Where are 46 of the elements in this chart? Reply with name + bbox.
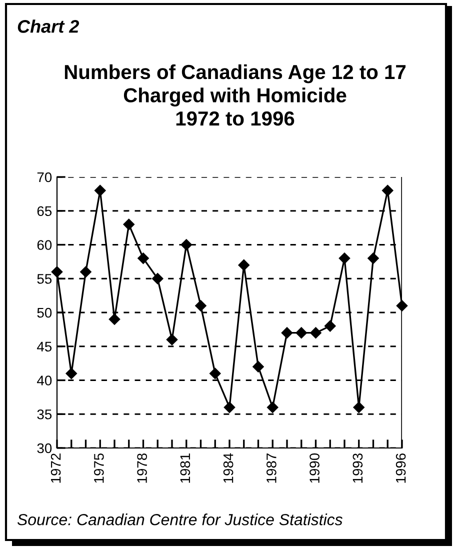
x-tick-label: 1978 bbox=[137, 453, 147, 483]
point bbox=[210, 368, 221, 380]
point bbox=[338, 252, 350, 264]
chart-title: Numbers of Canadians Age 12 to 17 Charged with Homicide 1972 to 1996 bbox=[64, 64, 406, 126]
y-tick-label: 55 bbox=[37, 274, 52, 284]
point bbox=[238, 259, 250, 271]
point bbox=[195, 300, 206, 312]
point bbox=[382, 184, 394, 196]
point bbox=[138, 252, 149, 264]
chart-subtitle: Chart 2 bbox=[18, 20, 80, 33]
y-tick-label: 70 bbox=[37, 172, 52, 182]
point bbox=[152, 273, 164, 284]
point bbox=[324, 320, 336, 332]
point bbox=[51, 266, 63, 278]
point bbox=[108, 314, 120, 325]
point bbox=[396, 300, 408, 312]
x-tick-label: 1990 bbox=[310, 453, 320, 483]
point bbox=[281, 327, 293, 338]
x-tick-label: 1993 bbox=[352, 453, 363, 483]
y-tick-label: 50 bbox=[37, 308, 52, 318]
point bbox=[166, 334, 178, 346]
x-tick-label: 1987 bbox=[266, 454, 276, 483]
point bbox=[80, 266, 92, 278]
point bbox=[296, 327, 307, 338]
point bbox=[224, 402, 236, 413]
point bbox=[180, 239, 192, 250]
x-tick-label: 1972 bbox=[50, 454, 61, 483]
y-tick-label: 65 bbox=[37, 206, 52, 216]
x-tick-label: 1996 bbox=[396, 453, 406, 483]
x-tick-label: 1984 bbox=[223, 453, 234, 483]
source-note: Source: Canadian Centre for Justice Statistics bbox=[17, 514, 342, 526]
point bbox=[310, 327, 322, 338]
point bbox=[123, 218, 134, 230]
point bbox=[252, 361, 264, 372]
y-tick-label: 35 bbox=[37, 409, 52, 420]
point bbox=[267, 402, 278, 413]
x-tick-label: 1975 bbox=[94, 453, 104, 483]
y-tick-label: 45 bbox=[37, 342, 52, 352]
y-tick-label: 60 bbox=[37, 240, 52, 250]
y-tick-label: 30 bbox=[37, 443, 52, 454]
x-tick-label: 1981 bbox=[180, 454, 190, 483]
point bbox=[94, 184, 106, 196]
point bbox=[368, 252, 379, 264]
point bbox=[353, 402, 364, 413]
y-tick-label: 40 bbox=[37, 376, 52, 386]
point bbox=[66, 368, 77, 380]
